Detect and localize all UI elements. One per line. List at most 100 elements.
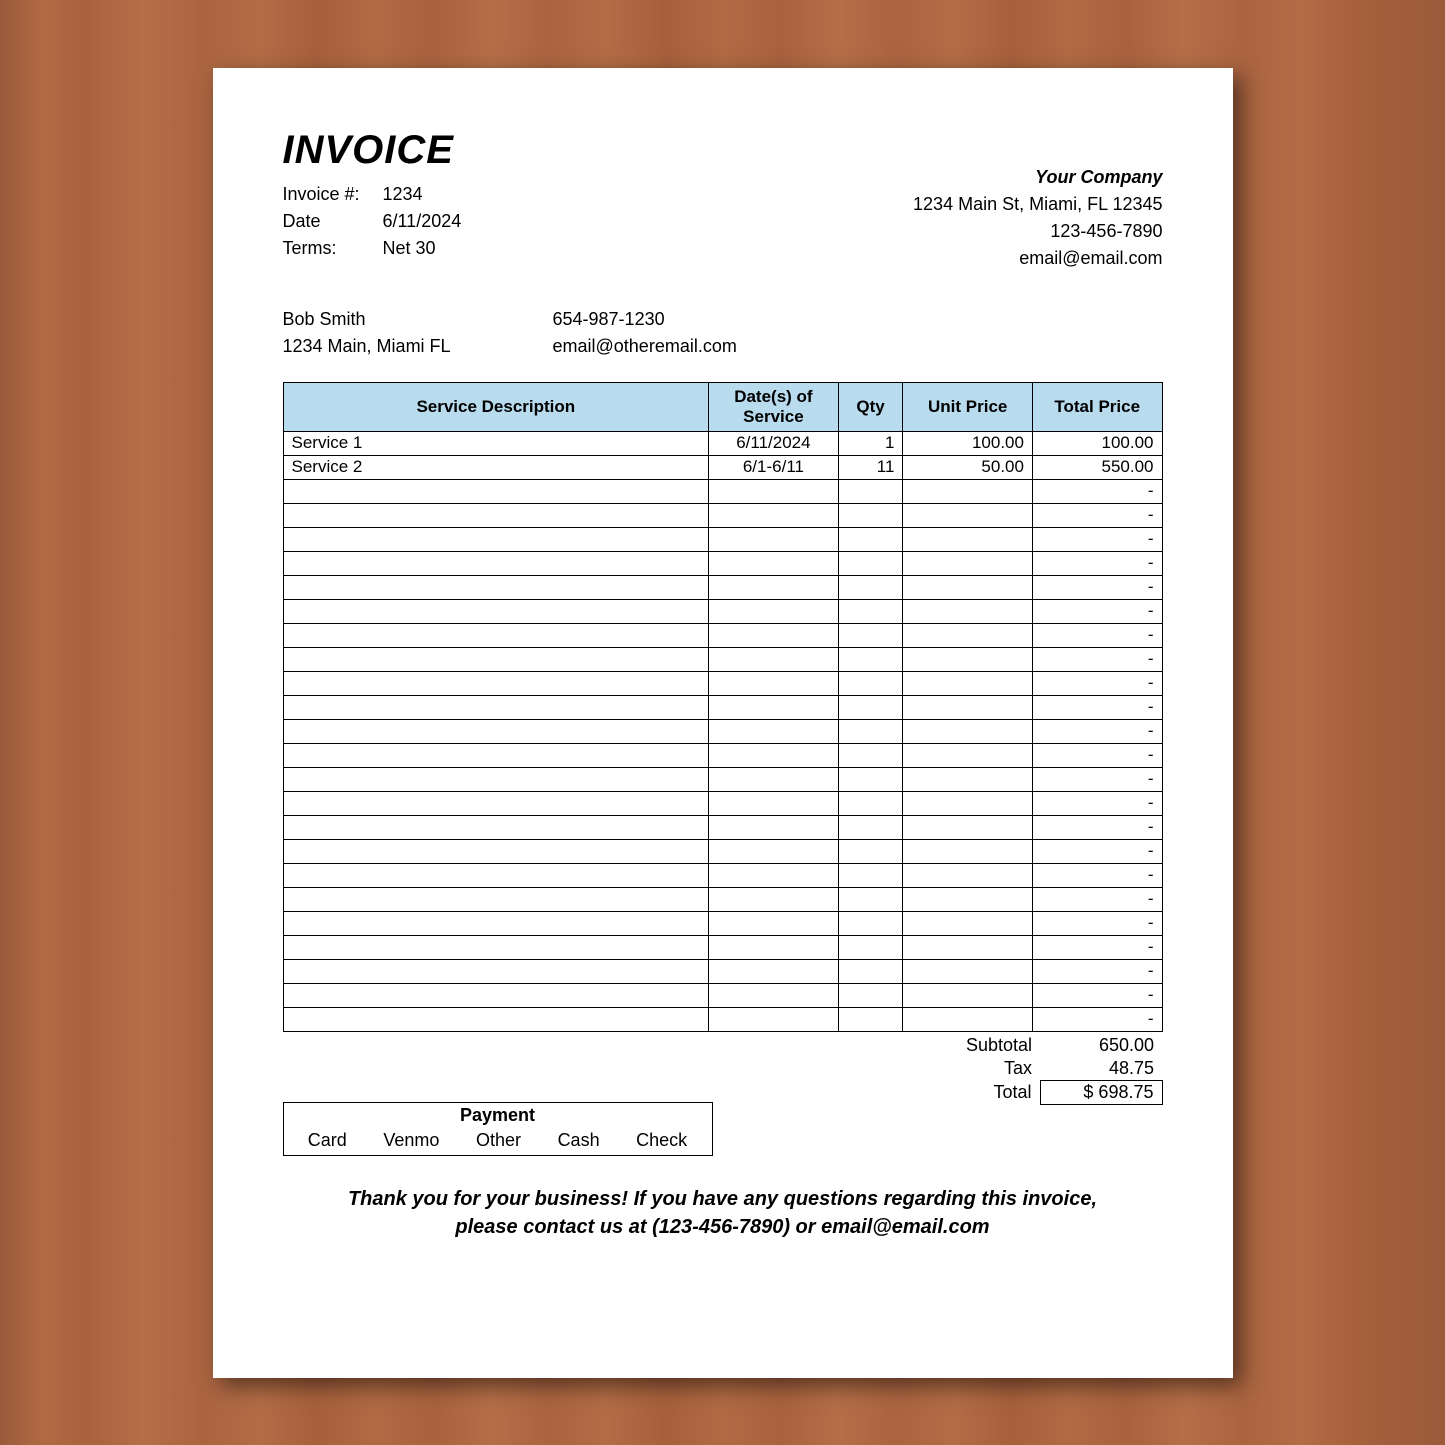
cell-dates [709,791,839,815]
cell-desc [283,695,709,719]
cell-unit [903,575,1033,599]
cell-desc [283,839,709,863]
table-row: - [283,791,1162,815]
cell-total: 550.00 [1032,455,1162,479]
cell-qty [838,503,903,527]
cell-dates [709,695,839,719]
cell-unit [903,743,1033,767]
cell-total: - [1032,575,1162,599]
table-row: - [283,527,1162,551]
cell-total: - [1032,959,1162,983]
payment-header: Payment [284,1103,712,1128]
table-row: Service 16/11/20241100.00100.00 [283,431,1162,455]
cell-desc: Service 2 [283,455,709,479]
cell-qty [838,551,903,575]
cell-qty [838,911,903,935]
cell-total: - [1032,599,1162,623]
col-header-total: Total Price [1032,382,1162,431]
cell-unit [903,503,1033,527]
cell-unit [903,767,1033,791]
cell-dates [709,719,839,743]
col-header-desc: Service Description [283,382,709,431]
cell-total: - [1032,935,1162,959]
footer-line1: Thank you for your business! If you have… [283,1185,1163,1213]
cell-dates [709,815,839,839]
client-name: Bob Smith [283,306,553,333]
payment-methods: CardVenmoOtherCashCheck [284,1128,712,1155]
cell-total: - [1032,743,1162,767]
cell-qty: 11 [838,455,903,479]
cell-dates [709,983,839,1007]
table-row: - [283,671,1162,695]
cell-qty [838,719,903,743]
company-email: email@email.com [913,245,1162,272]
company-name: Your Company [913,164,1162,191]
cell-desc [283,503,709,527]
table-row: - [283,839,1162,863]
cell-unit [903,911,1033,935]
header-left: INVOICE Invoice #:1234 Date6/11/2024 Ter… [283,128,462,262]
cell-qty [838,479,903,503]
cell-qty [838,695,903,719]
line-items-table: Service Description Date(s) of Service Q… [283,382,1163,1032]
cell-qty [838,935,903,959]
cell-qty [838,527,903,551]
cell-dates [709,503,839,527]
cell-unit: 50.00 [903,455,1033,479]
cell-dates [709,935,839,959]
cell-dates [709,743,839,767]
payment-method: Check [636,1130,687,1151]
cell-unit [903,695,1033,719]
table-row: - [283,647,1162,671]
cell-desc [283,623,709,647]
table-row: - [283,743,1162,767]
cell-unit [903,791,1033,815]
invoice-terms-value: Net 30 [383,238,436,258]
totals-block: Subtotal 650.00 Tax 48.75 Total $ 698.75 [283,1034,1163,1105]
payment-box: Payment CardVenmoOtherCashCheck [283,1102,713,1156]
cell-total: - [1032,503,1162,527]
invoice-meta: Invoice #:1234 Date6/11/2024 Terms:Net 3… [283,181,462,262]
cell-total: - [1032,983,1162,1007]
table-row: - [283,959,1162,983]
table-row: - [283,887,1162,911]
cell-dates [709,527,839,551]
cell-total: - [1032,887,1162,911]
cell-desc [283,575,709,599]
cell-total: 100.00 [1032,431,1162,455]
cell-desc [283,959,709,983]
cell-total: - [1032,911,1162,935]
cell-desc [283,719,709,743]
cell-total: - [1032,671,1162,695]
company-address: 1234 Main St, Miami, FL 12345 [913,191,1162,218]
cell-unit [903,623,1033,647]
cell-qty [838,983,903,1007]
cell-total: - [1032,623,1162,647]
cell-unit [903,599,1033,623]
payment-method: Venmo [383,1130,439,1151]
table-row: - [283,599,1162,623]
cell-total: - [1032,551,1162,575]
cell-desc [283,815,709,839]
cell-unit [903,863,1033,887]
total-value: $ 698.75 [1040,1080,1162,1104]
cell-qty [838,1007,903,1031]
client-email: email@otheremail.com [553,333,737,360]
client-address: 1234 Main, Miami FL [283,333,553,360]
cell-total: - [1032,839,1162,863]
table-row: - [283,623,1162,647]
table-row: - [283,863,1162,887]
cell-dates [709,911,839,935]
invoice-date-label: Date [283,208,383,235]
cell-unit [903,815,1033,839]
cell-total: - [1032,863,1162,887]
cell-dates [709,671,839,695]
cell-unit [903,551,1033,575]
cell-dates [709,863,839,887]
cell-desc [283,1007,709,1031]
company-phone: 123-456-7890 [913,218,1162,245]
table-row: - [283,575,1162,599]
cell-unit [903,983,1033,1007]
cell-dates [709,599,839,623]
table-row: - [283,1007,1162,1031]
